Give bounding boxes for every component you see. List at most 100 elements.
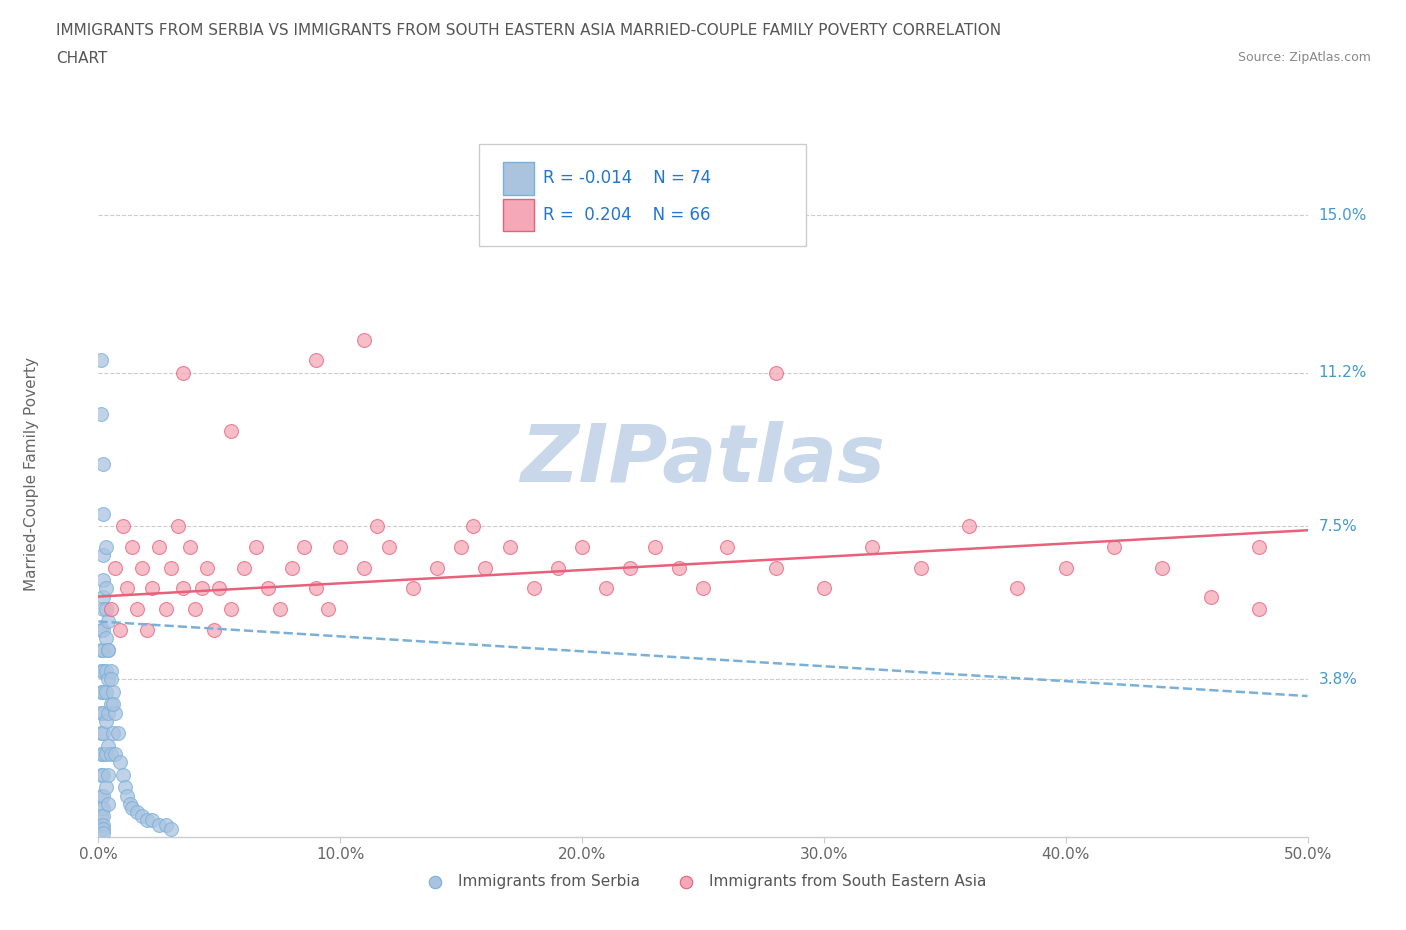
Point — [91, 622, 114, 637]
Point — [245, 539, 267, 554]
Point — [329, 539, 352, 554]
Point — [121, 539, 143, 554]
Point — [94, 602, 117, 617]
Text: 11.2%: 11.2% — [1319, 365, 1367, 380]
Point — [131, 809, 153, 824]
Point — [104, 560, 127, 575]
Point — [94, 631, 117, 645]
Point — [426, 560, 449, 575]
Point — [100, 602, 122, 617]
Point — [94, 664, 117, 679]
Point — [97, 643, 120, 658]
Point — [111, 519, 134, 534]
Point — [97, 614, 120, 629]
Point — [97, 767, 120, 782]
Point — [813, 581, 835, 596]
Point — [90, 726, 112, 741]
Point — [107, 726, 129, 741]
Point — [97, 643, 120, 658]
Point — [232, 560, 254, 575]
Point — [94, 747, 117, 762]
Point — [127, 804, 149, 819]
Point — [353, 332, 375, 347]
Point — [100, 747, 122, 762]
Point — [90, 352, 112, 367]
Point — [94, 581, 117, 596]
Point — [305, 581, 328, 596]
Point — [571, 539, 593, 554]
Point — [172, 581, 194, 596]
Point — [104, 705, 127, 720]
Point — [204, 622, 226, 637]
Point — [765, 560, 787, 575]
Point — [97, 705, 120, 720]
Point — [450, 539, 472, 554]
Point — [910, 560, 932, 575]
Point — [353, 560, 375, 575]
Point — [474, 560, 496, 575]
Point — [90, 684, 112, 699]
Point — [101, 726, 124, 741]
Point — [97, 796, 120, 811]
FancyBboxPatch shape — [503, 199, 534, 232]
Point — [91, 747, 114, 762]
Point — [135, 813, 157, 828]
Point — [155, 602, 177, 617]
Point — [90, 817, 112, 832]
Point — [208, 581, 231, 596]
Point — [305, 352, 328, 367]
Point — [184, 602, 207, 617]
Point — [90, 664, 112, 679]
Point — [179, 539, 201, 554]
FancyBboxPatch shape — [479, 144, 806, 246]
Point — [91, 664, 114, 679]
Text: R =  0.204    N = 66: R = 0.204 N = 66 — [543, 206, 711, 223]
Point — [316, 602, 339, 617]
Point — [97, 738, 120, 753]
Point — [91, 643, 114, 658]
Point — [121, 801, 143, 816]
Point — [498, 539, 520, 554]
Point — [860, 539, 883, 554]
Text: 7.5%: 7.5% — [1319, 519, 1357, 534]
Point — [90, 801, 112, 816]
Point — [117, 788, 139, 803]
Point — [91, 602, 114, 617]
Point — [366, 519, 388, 534]
Point — [91, 684, 114, 699]
Point — [100, 664, 122, 679]
Point — [1007, 581, 1029, 596]
Point — [692, 581, 714, 596]
Point — [221, 423, 243, 438]
Point — [191, 581, 214, 596]
Point — [100, 672, 122, 687]
Point — [1054, 560, 1077, 575]
Point — [619, 560, 641, 575]
Point — [101, 684, 124, 699]
Point — [91, 506, 114, 521]
Point — [101, 697, 124, 711]
Point — [91, 705, 114, 720]
Point — [94, 713, 117, 728]
Point — [765, 365, 787, 380]
Text: R = -0.014    N = 74: R = -0.014 N = 74 — [543, 169, 711, 187]
Point — [595, 581, 617, 596]
Point — [668, 560, 690, 575]
Point — [91, 548, 114, 563]
Point — [91, 573, 114, 588]
Point — [90, 643, 112, 658]
Point — [100, 697, 122, 711]
Point — [90, 705, 112, 720]
Point — [108, 622, 131, 637]
Text: IMMIGRANTS FROM SERBIA VS IMMIGRANTS FROM SOUTH EASTERN ASIA MARRIED-COUPLE FAMI: IMMIGRANTS FROM SERBIA VS IMMIGRANTS FRO… — [56, 23, 1001, 38]
Text: 3.8%: 3.8% — [1319, 672, 1358, 687]
Point — [195, 560, 218, 575]
Point — [104, 747, 127, 762]
Text: Married-Couple Family Poverty: Married-Couple Family Poverty — [24, 357, 39, 591]
Point — [281, 560, 304, 575]
Point — [91, 457, 114, 472]
Point — [269, 602, 291, 617]
Point — [167, 519, 190, 534]
Text: 15.0%: 15.0% — [1319, 207, 1367, 222]
Point — [160, 821, 183, 836]
